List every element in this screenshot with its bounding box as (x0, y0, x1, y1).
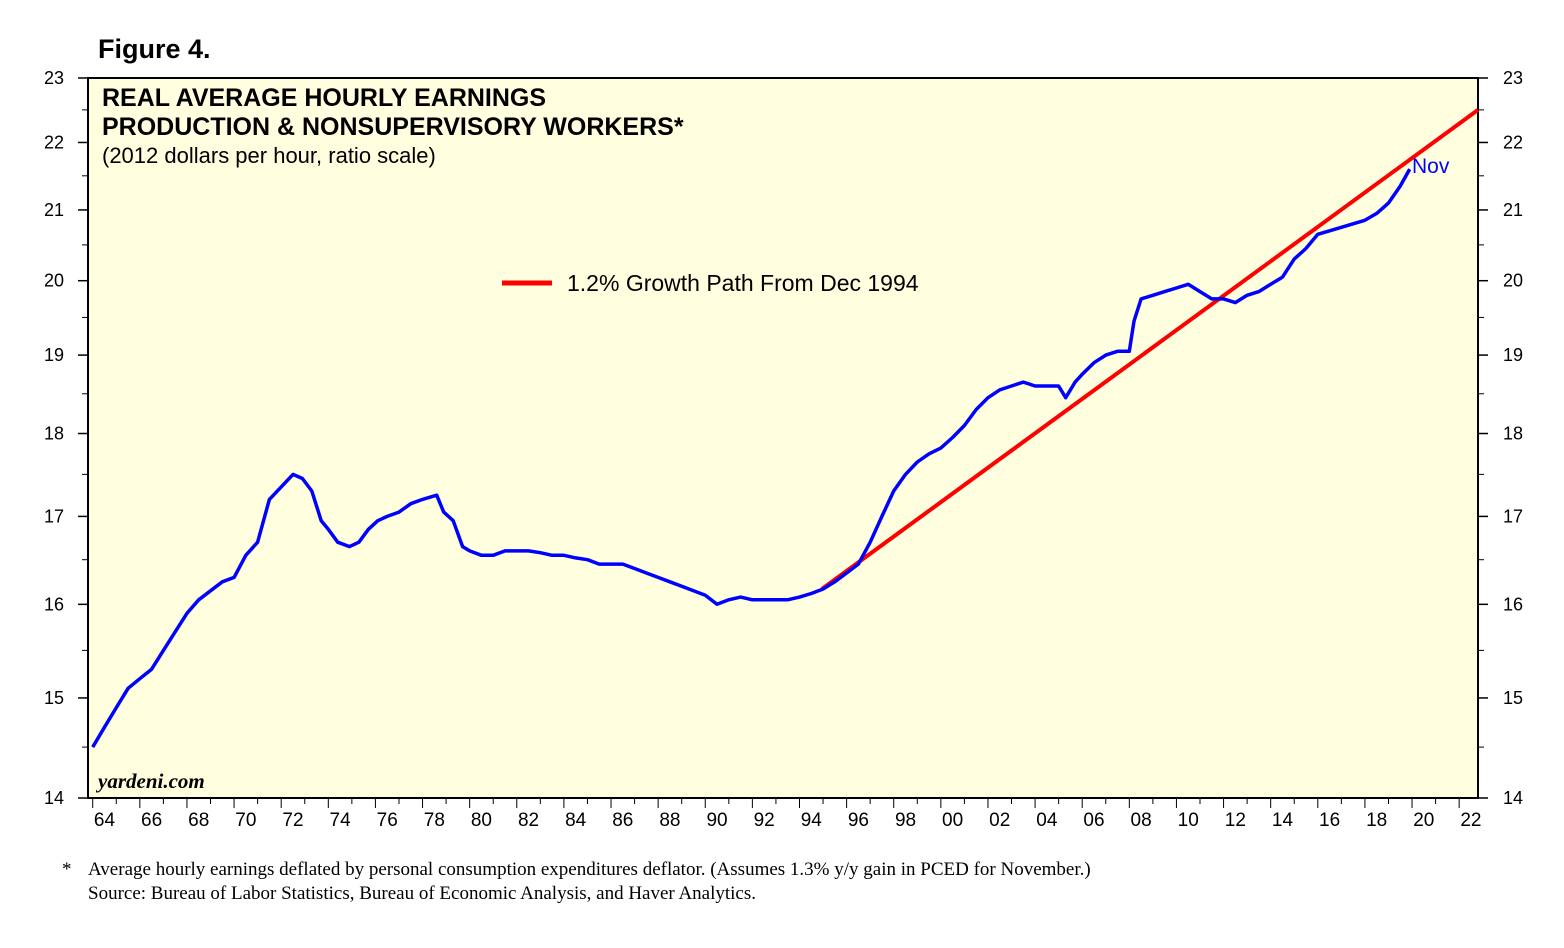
x-tick-label: 20 (1413, 810, 1434, 831)
x-tick-label: 06 (1083, 810, 1104, 831)
y-tick-label-right: 18 (1503, 424, 1523, 444)
x-tick-label: 96 (848, 810, 869, 831)
x-tick-label: 66 (141, 810, 162, 831)
plot-area (87, 77, 1479, 799)
x-tick-label: 78 (424, 810, 445, 831)
x-tick-label: 12 (1225, 810, 1246, 831)
chart-title: REAL AVERAGE HOURLY EARNINGS (102, 84, 546, 112)
footnote-marker: * (62, 859, 72, 880)
source-text: Source: Bureau of Labor Statistics, Bure… (88, 883, 757, 904)
x-tick-label: 16 (1319, 810, 1340, 831)
x-tick-label: 00 (942, 810, 963, 831)
x-tick-label: 84 (565, 810, 587, 831)
left-y-axis: 14 15 16 17 18 19 20 21 22 23 (44, 68, 88, 808)
x-tick-label: 14 (1272, 810, 1294, 831)
end-label: Nov (1412, 155, 1450, 178)
growth-path-line (820, 108, 1480, 591)
y-tick-label-right: 14 (1503, 788, 1523, 808)
x-tick-label: 04 (1036, 810, 1058, 831)
x-axis: 64 66 68 70 72 74 76 78 80 82 84 86 88 90 92 94 96 98 00 02… (92, 798, 1482, 831)
x-tick-label: 92 (754, 810, 775, 831)
figure-label: Figure 4. (98, 34, 211, 64)
x-tick-label: 88 (659, 810, 680, 831)
x-tick-label: 82 (518, 810, 539, 831)
x-tick-label: 74 (330, 810, 352, 831)
x-tick-label: 64 (94, 810, 116, 831)
y-tick-label-left: 18 (44, 424, 64, 444)
y-tick-label-right: 15 (1503, 688, 1523, 708)
x-tick-label: 86 (612, 810, 633, 831)
x-tick-label: 76 (377, 810, 398, 831)
y-tick-label-right: 23 (1503, 68, 1523, 88)
x-tick-label: 10 (1178, 810, 1199, 831)
y-tick-label-right: 17 (1503, 506, 1523, 526)
x-tick-label: 02 (989, 810, 1010, 831)
y-tick-label-right: 21 (1503, 200, 1523, 220)
chart-subtitle: (2012 dollars per hour, ratio scale) (102, 143, 436, 168)
y-tick-label-left: 15 (44, 688, 64, 708)
x-tick-label: 98 (895, 810, 916, 831)
x-tick-label: 80 (471, 810, 492, 831)
footnote: * Average hourly earnings deflated by pe… (62, 858, 1091, 906)
y-tick-label-right: 16 (1503, 594, 1523, 614)
footnote-text: Average hourly earnings deflated by pers… (88, 859, 1091, 880)
y-tick-label-left: 16 (44, 594, 64, 614)
x-tick-label: 70 (235, 810, 256, 831)
watermark: yardeni.com (95, 769, 205, 793)
chart-title-line2: PRODUCTION & NONSUPERVISORY WORKERS* (102, 113, 684, 141)
y-tick-label-right: 22 (1503, 132, 1523, 152)
series-layer (91, 108, 1480, 748)
legend-label-growth-path: 1.2% Growth Path From Dec 1994 (567, 270, 919, 296)
y-tick-label-right: 20 (1503, 271, 1523, 291)
y-tick-label-left: 14 (44, 788, 64, 808)
x-tick-label: 08 (1131, 810, 1152, 831)
y-tick-label-left: 20 (44, 271, 64, 291)
x-tick-label: 72 (282, 810, 303, 831)
y-tick-label-right: 19 (1503, 345, 1523, 365)
y-tick-label-left: 17 (44, 506, 64, 526)
y-tick-label-left: 19 (44, 345, 64, 365)
x-tick-label: 90 (706, 810, 727, 831)
x-tick-label: 18 (1366, 810, 1387, 831)
y-tick-label-left: 23 (44, 68, 64, 88)
x-tick-label: 68 (188, 810, 209, 831)
x-tick-label: 22 (1460, 810, 1481, 831)
right-y-axis: 14 15 16 17 18 19 20 21 22 23 (1478, 68, 1523, 808)
x-tick-label: 94 (801, 810, 823, 831)
y-tick-label-left: 21 (44, 200, 64, 220)
y-tick-label-left: 22 (44, 132, 64, 152)
earnings-line (91, 168, 1412, 748)
legend: 1.2% Growth Path From Dec 1994 (502, 270, 919, 296)
